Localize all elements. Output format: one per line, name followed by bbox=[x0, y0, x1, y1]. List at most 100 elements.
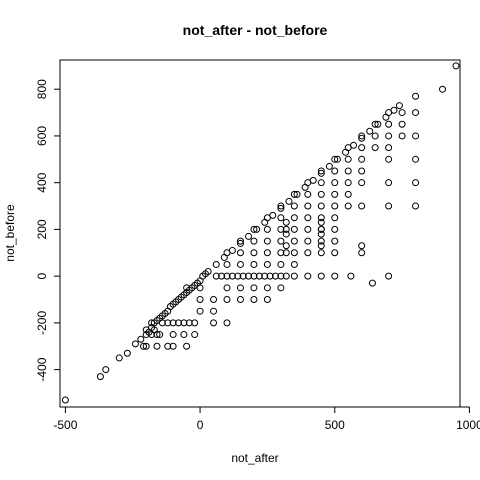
data-point bbox=[263, 214, 271, 222]
data-point bbox=[250, 249, 258, 257]
data-point bbox=[277, 260, 285, 268]
data-point bbox=[245, 272, 253, 280]
data-point bbox=[210, 319, 218, 327]
y-tick-label: 600 bbox=[35, 126, 49, 146]
data-point bbox=[385, 202, 393, 210]
data-point bbox=[183, 284, 191, 292]
data-point bbox=[250, 260, 258, 268]
data-point bbox=[385, 144, 393, 152]
data-point bbox=[236, 284, 244, 292]
data-point bbox=[158, 319, 166, 327]
data-point bbox=[196, 307, 204, 315]
data-point bbox=[331, 237, 339, 245]
y-tick-label: -200 bbox=[35, 311, 49, 335]
y-tick-label: 0 bbox=[35, 272, 49, 279]
data-point bbox=[180, 331, 188, 339]
data-point bbox=[331, 249, 339, 257]
data-point bbox=[290, 260, 298, 268]
data-point bbox=[180, 319, 188, 327]
data-point bbox=[169, 319, 177, 327]
x-tick-label: -500 bbox=[53, 418, 77, 432]
data-point bbox=[368, 279, 376, 287]
data-point bbox=[317, 242, 325, 250]
data-point bbox=[331, 190, 339, 198]
data-point bbox=[290, 237, 298, 245]
data-point bbox=[282, 249, 290, 257]
data-point bbox=[412, 179, 420, 187]
data-point bbox=[196, 296, 204, 304]
data-point bbox=[344, 155, 352, 163]
data-point bbox=[263, 284, 271, 292]
data-point bbox=[290, 214, 298, 222]
data-point bbox=[331, 155, 339, 163]
data-point bbox=[263, 249, 271, 257]
data-point bbox=[385, 120, 393, 128]
data-point bbox=[371, 120, 379, 128]
data-point bbox=[412, 155, 420, 163]
data-point bbox=[277, 202, 285, 210]
data-point bbox=[325, 162, 333, 170]
data-point bbox=[255, 272, 263, 280]
data-point bbox=[223, 284, 231, 292]
data-point bbox=[331, 272, 339, 280]
data-point bbox=[191, 319, 199, 327]
data-point bbox=[263, 296, 271, 304]
data-point bbox=[358, 242, 366, 250]
data-point bbox=[239, 272, 247, 280]
data-point bbox=[223, 260, 231, 268]
data-point bbox=[304, 202, 312, 210]
data-point bbox=[223, 319, 231, 327]
x-tick-label: 0 bbox=[197, 418, 204, 432]
data-point bbox=[212, 272, 220, 280]
data-point bbox=[142, 326, 150, 334]
data-point bbox=[236, 237, 244, 245]
data-point bbox=[123, 349, 131, 357]
data-point bbox=[398, 132, 406, 140]
data-point bbox=[412, 92, 420, 100]
data-point bbox=[358, 249, 366, 257]
data-point bbox=[374, 120, 382, 128]
data-point bbox=[236, 260, 244, 268]
data-point bbox=[261, 272, 269, 280]
data-point bbox=[191, 331, 199, 339]
data-point bbox=[234, 272, 242, 280]
data-point bbox=[137, 335, 145, 343]
y-axis: -400 -200 0 200 400 600 800 bbox=[35, 79, 61, 382]
data-point bbox=[290, 190, 298, 198]
data-point bbox=[282, 230, 290, 238]
data-point bbox=[317, 272, 325, 280]
data-point bbox=[250, 284, 258, 292]
x-tick-label: 1000 bbox=[456, 418, 480, 432]
data-point bbox=[317, 202, 325, 210]
data-point bbox=[385, 155, 393, 163]
data-point bbox=[317, 169, 325, 177]
data-point bbox=[331, 225, 339, 233]
data-point bbox=[250, 225, 258, 233]
data-point bbox=[263, 260, 271, 268]
y-tick-label: 800 bbox=[35, 79, 49, 99]
data-point bbox=[333, 155, 341, 163]
data-point bbox=[236, 249, 244, 257]
chart-title: not_after - not_before bbox=[183, 22, 328, 38]
data-point bbox=[250, 272, 258, 280]
data-point bbox=[317, 214, 325, 222]
data-point bbox=[142, 342, 150, 350]
data-point bbox=[223, 249, 231, 257]
data-point bbox=[398, 109, 406, 117]
data-point bbox=[358, 155, 366, 163]
data-point bbox=[223, 272, 231, 280]
data-point bbox=[398, 120, 406, 128]
data-point bbox=[212, 260, 220, 268]
data-point bbox=[317, 230, 325, 238]
data-point bbox=[228, 272, 236, 280]
data-point bbox=[366, 127, 374, 135]
data-point bbox=[317, 167, 325, 175]
data-point bbox=[304, 179, 312, 187]
data-point bbox=[452, 62, 460, 70]
x-axis-label: not_after bbox=[231, 451, 278, 465]
data-point bbox=[358, 202, 366, 210]
data-point bbox=[317, 190, 325, 198]
data-point bbox=[169, 342, 177, 350]
